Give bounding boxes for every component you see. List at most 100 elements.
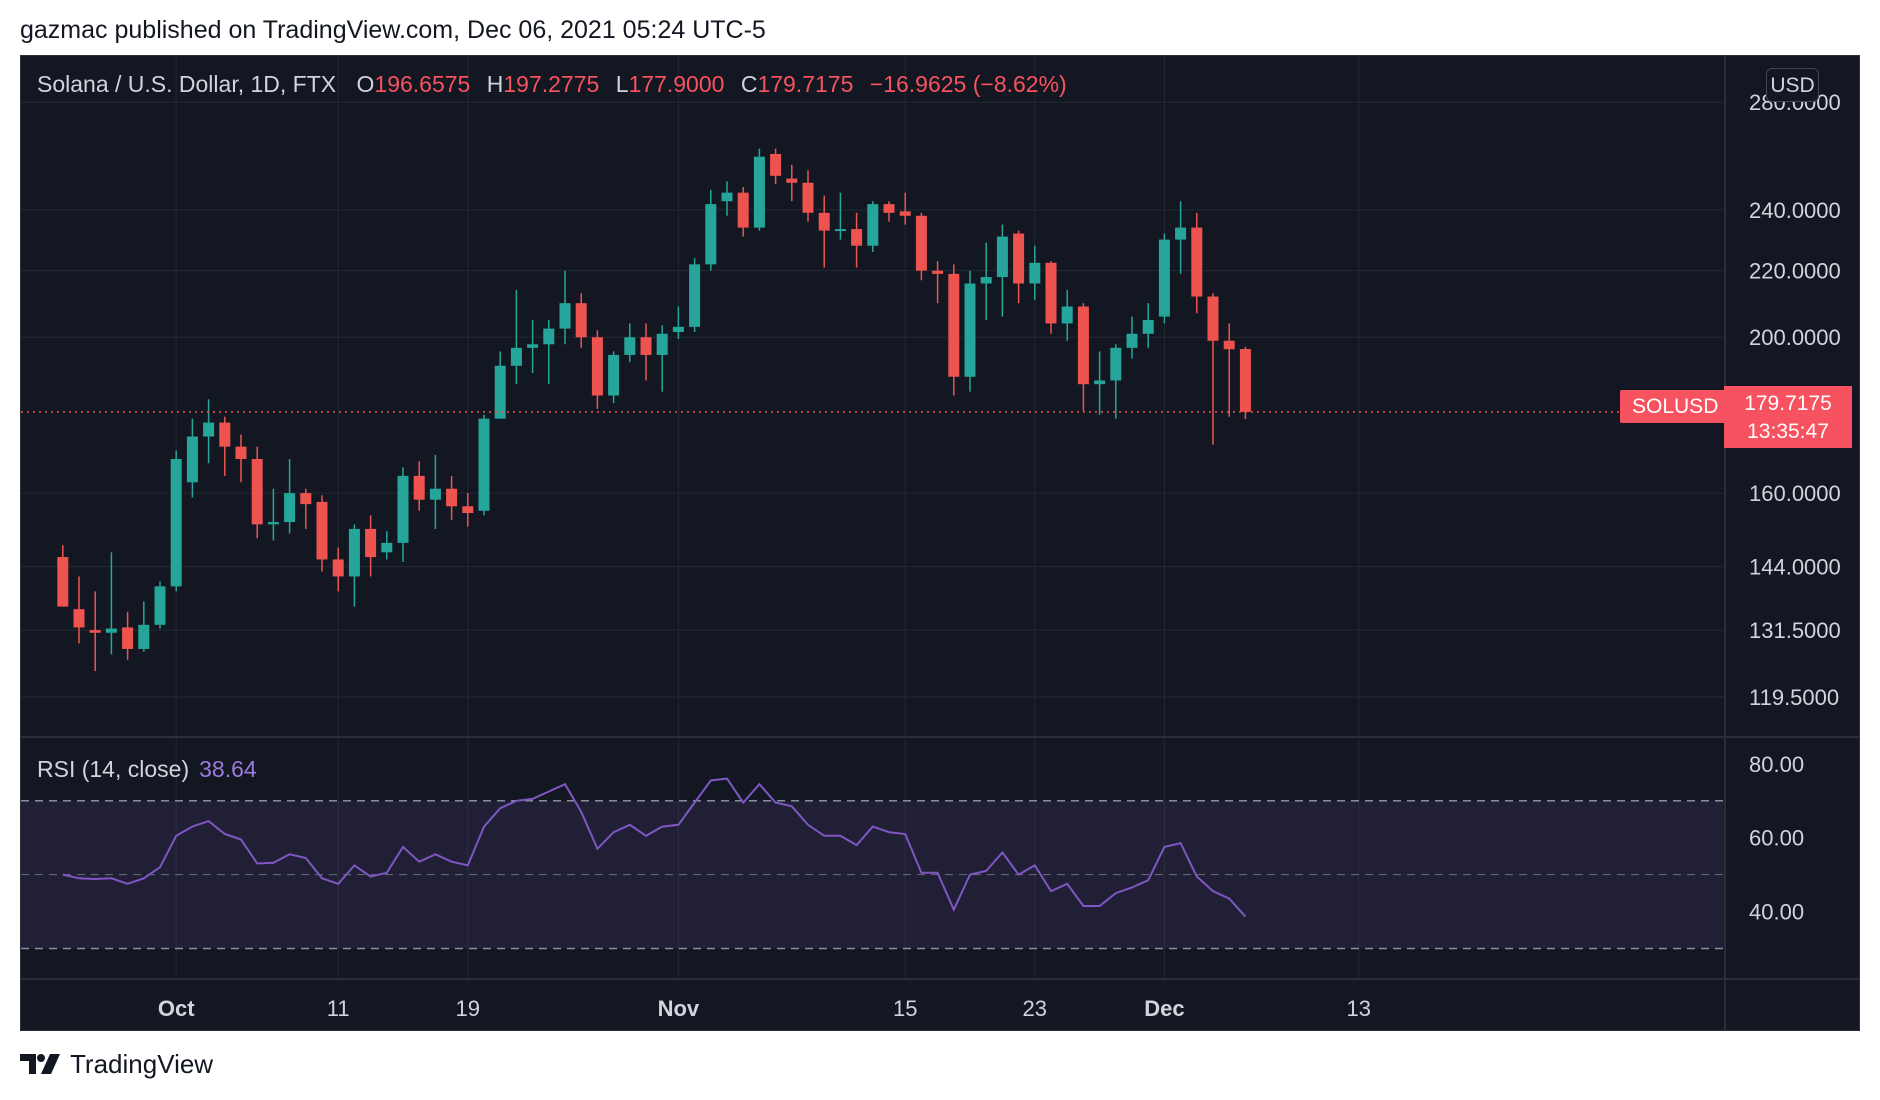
candle[interactable] <box>1013 230 1025 304</box>
candle[interactable] <box>1061 289 1073 341</box>
candle[interactable] <box>1239 346 1251 420</box>
time-axis-label: Dec <box>1144 996 1184 1021</box>
chart-frame[interactable]: 280.0000240.0000220.0000200.0000160.0000… <box>20 55 1860 1031</box>
candle[interactable] <box>883 201 895 222</box>
candle[interactable] <box>413 461 425 511</box>
candle[interactable] <box>915 212 927 281</box>
candle[interactable] <box>818 195 830 268</box>
candle-body-down <box>1207 296 1219 341</box>
candle[interactable] <box>705 189 717 271</box>
symbol-title: Solana / U.S. Dollar, 1D, FTX <box>37 71 337 97</box>
candle[interactable] <box>786 164 798 202</box>
time-axis-label: 15 <box>893 996 917 1021</box>
candle[interactable] <box>1126 316 1138 359</box>
candle[interactable] <box>381 531 393 560</box>
candle[interactable] <box>948 264 960 396</box>
candle[interactable] <box>348 524 360 607</box>
candle[interactable] <box>575 293 587 348</box>
candle[interactable] <box>300 488 312 529</box>
candle[interactable] <box>251 446 263 539</box>
candle[interactable] <box>543 320 555 385</box>
candle[interactable] <box>170 450 182 592</box>
candle-body-down <box>1013 233 1025 284</box>
candle[interactable] <box>138 601 150 652</box>
candle[interactable] <box>1207 293 1219 445</box>
candle-body-up <box>284 493 296 523</box>
candle[interactable] <box>494 351 506 419</box>
candle-body-down <box>851 229 863 246</box>
rsi-axis-label: 80.00 <box>1749 752 1804 777</box>
candle-body-down <box>219 422 231 447</box>
candle[interactable] <box>1223 323 1235 417</box>
candle[interactable] <box>656 325 668 392</box>
close-label: C <box>740 71 758 97</box>
rsi-legend[interactable]: RSI (14, close) 38.64 <box>37 756 257 783</box>
candle[interactable] <box>1029 245 1041 300</box>
candle-body-up <box>381 542 393 553</box>
candle[interactable] <box>203 399 215 464</box>
candle[interactable] <box>462 493 474 527</box>
candle[interactable] <box>802 170 814 222</box>
candle[interactable] <box>57 545 69 607</box>
tradingview-logo[interactable]: TradingView <box>20 1046 213 1082</box>
candle[interactable] <box>1158 233 1170 324</box>
candle[interactable] <box>559 270 571 345</box>
candle[interactable] <box>899 192 911 225</box>
candle[interactable] <box>365 515 377 577</box>
candle[interactable] <box>89 591 101 672</box>
candle-body-down <box>235 446 247 460</box>
candle[interactable] <box>608 351 620 404</box>
candle[interactable] <box>834 192 846 240</box>
candle[interactable] <box>932 261 944 304</box>
candle[interactable] <box>980 242 992 321</box>
candle[interactable] <box>591 330 603 409</box>
high-value: 197.2775 <box>503 71 600 97</box>
candle[interactable] <box>721 181 733 216</box>
candle[interactable] <box>446 475 458 520</box>
candle-body-down <box>413 475 425 500</box>
candle[interactable] <box>996 224 1008 317</box>
candle[interactable] <box>154 581 166 629</box>
candle[interactable] <box>186 418 198 498</box>
candle[interactable] <box>1094 351 1106 415</box>
candle[interactable] <box>851 212 863 268</box>
candle[interactable] <box>429 454 441 529</box>
candle[interactable] <box>267 488 279 541</box>
candle[interactable] <box>964 270 976 392</box>
candle[interactable] <box>624 323 636 363</box>
candle[interactable] <box>105 552 117 655</box>
candle-body-up <box>672 326 684 333</box>
candle[interactable] <box>689 258 701 333</box>
candle-body-down <box>575 303 587 338</box>
candle[interactable] <box>1142 303 1154 348</box>
candle[interactable] <box>1077 303 1089 411</box>
candle[interactable] <box>284 459 296 534</box>
candle[interactable] <box>1045 261 1057 334</box>
rsi-title: RSI (14, close) <box>37 756 190 782</box>
candle[interactable] <box>235 434 247 483</box>
candle[interactable] <box>397 467 409 562</box>
candle[interactable] <box>316 495 328 572</box>
candle[interactable] <box>770 148 782 185</box>
candle[interactable] <box>672 306 684 339</box>
candle[interactable] <box>753 148 765 231</box>
candle-body-down <box>251 459 263 525</box>
candle[interactable] <box>122 611 134 660</box>
candle[interactable] <box>1175 201 1187 274</box>
candle[interactable] <box>219 416 231 476</box>
symbol-legend[interactable]: Solana / U.S. Dollar, 1D, FTX O196.6575 … <box>37 71 1067 98</box>
candle[interactable] <box>332 547 344 592</box>
candle-body-up <box>753 156 765 228</box>
candle[interactable] <box>527 320 539 374</box>
candle-body-up <box>527 344 539 348</box>
candle[interactable] <box>867 201 879 252</box>
currency-button[interactable]: USD <box>1766 68 1819 102</box>
candle[interactable] <box>478 414 490 516</box>
chart-canvas[interactable]: 280.0000240.0000220.0000200.0000160.0000… <box>21 56 1860 1031</box>
candle[interactable] <box>640 323 652 381</box>
candle[interactable] <box>1191 212 1203 314</box>
candle[interactable] <box>737 187 749 237</box>
candle[interactable] <box>510 289 522 385</box>
candle[interactable] <box>73 576 85 644</box>
candle[interactable] <box>1110 344 1122 419</box>
